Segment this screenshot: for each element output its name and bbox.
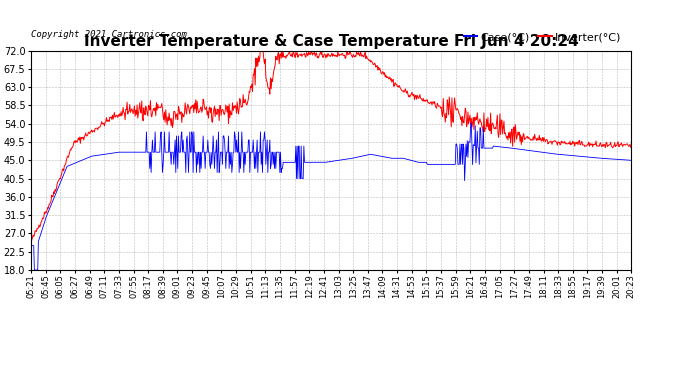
Text: Copyright 2021 Cartronics.com: Copyright 2021 Cartronics.com <box>31 30 187 39</box>
Title: Inverter Temperature & Case Temperature Fri Jun 4 20:24: Inverter Temperature & Case Temperature … <box>83 34 579 50</box>
Legend: Case(°C), Inverter(°C): Case(°C), Inverter(°C) <box>459 28 626 46</box>
